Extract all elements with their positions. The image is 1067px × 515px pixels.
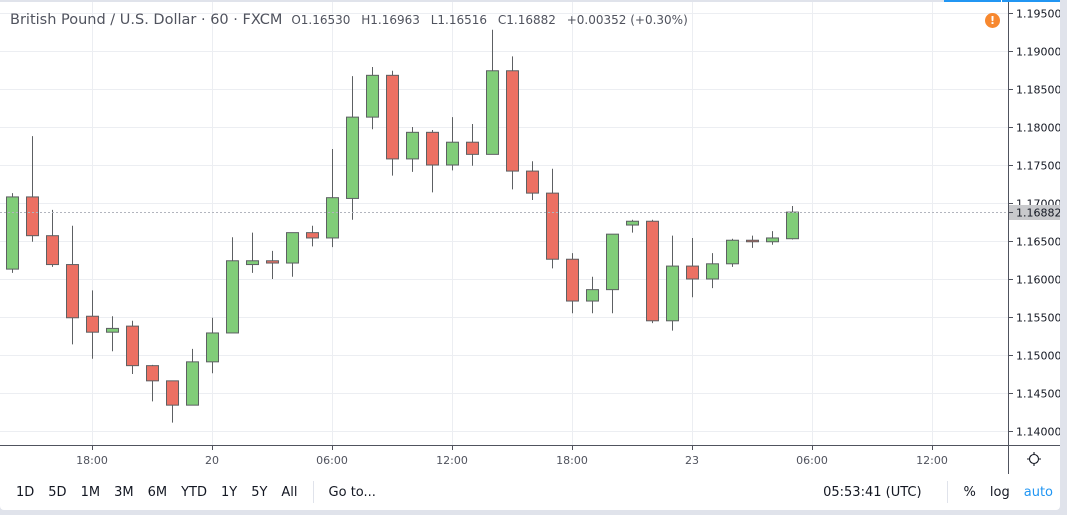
range-5y-button[interactable]: 5Y: [251, 484, 268, 500]
log-scale-toggle[interactable]: log: [989, 484, 1010, 500]
change-value: +0.00352 (+0.30%): [566, 13, 688, 27]
candle[interactable]: [666, 235, 679, 331]
range-all-button[interactable]: All: [281, 484, 298, 500]
candle[interactable]: [446, 117, 459, 171]
toolbar-divider: [312, 481, 314, 503]
open-value: O1.16530: [291, 13, 351, 27]
symbol-title[interactable]: British Pound / U.S. Dollar · 60 · FXCM: [10, 12, 283, 28]
candle[interactable]: [626, 219, 639, 233]
price-tick-label: 1.19000: [1016, 46, 1060, 59]
top-border: [0, 0, 1060, 2]
bottom-toolbar: 1D 5D 1M 3M 6M YTD 1Y 5Y All Go to... 05…: [0, 474, 1060, 510]
candle[interactable]: [226, 237, 239, 334]
price-tick-label: 1.19500: [1016, 8, 1060, 21]
time-axis[interactable]: 18:00 20 06:00 12:00 18:00 23 06:00 12:00: [76, 445, 948, 467]
range-1m-button[interactable]: 1M: [80, 484, 101, 500]
warning-icon[interactable]: !: [985, 13, 1000, 28]
price-tick-label: 1.16000: [1016, 274, 1060, 287]
toolbar-divider-right: [946, 481, 948, 503]
time-tick-label: 06:00: [316, 454, 348, 467]
price-tick-label: 1.14000: [1016, 426, 1060, 439]
settings-gear-icon[interactable]: [1026, 451, 1042, 467]
candle[interactable]: [46, 209, 59, 267]
candle[interactable]: [646, 219, 659, 324]
candle[interactable]: [286, 232, 299, 277]
candles: [6, 29, 799, 423]
candle[interactable]: [346, 76, 359, 220]
range-1d-button[interactable]: 1D: [16, 484, 35, 500]
current-price-badge: 1.16882: [1008, 205, 1060, 220]
candle[interactable]: [466, 123, 479, 166]
ohlc-values: O1.16530 H1.16963 L1.16516 C1.16882 +0.0…: [291, 13, 694, 27]
high-value: H1.16963: [361, 13, 420, 27]
candle[interactable]: [266, 250, 279, 279]
candle[interactable]: [686, 237, 699, 298]
price-axis[interactable]: 1.195001.190001.185001.180001.175001.170…: [1008, 8, 1060, 439]
candle[interactable]: [106, 316, 119, 352]
time-tick-label: 18:00: [76, 454, 108, 467]
candle[interactable]: [766, 231, 779, 245]
percent-scale-toggle[interactable]: %: [963, 484, 976, 500]
candle[interactable]: [606, 233, 619, 314]
candle[interactable]: [746, 235, 759, 248]
candle[interactable]: [26, 136, 39, 242]
candle[interactable]: [426, 130, 439, 193]
range-ytd-button[interactable]: YTD: [181, 484, 207, 500]
candle[interactable]: [366, 66, 379, 130]
auto-scale-toggle[interactable]: auto: [1023, 484, 1053, 500]
chart-legend: British Pound / U.S. Dollar · 60 · FXCM …: [10, 10, 695, 30]
candle[interactable]: [126, 320, 139, 374]
price-tick-label: 1.18000: [1016, 122, 1060, 135]
candle[interactable]: [786, 206, 799, 240]
candle[interactable]: [246, 232, 259, 273]
candle[interactable]: [326, 149, 339, 248]
utc-clock[interactable]: 05:53:41 (UTC): [823, 484, 922, 500]
candle[interactable]: [566, 253, 579, 314]
time-tick-label: 20: [205, 454, 219, 467]
close-value: C1.16882: [497, 13, 556, 27]
time-tick-label: 06:00: [796, 454, 828, 467]
price-tick-label: 1.18500: [1016, 84, 1060, 97]
time-tick-label: 18:00: [556, 454, 588, 467]
goto-date-button[interactable]: Go to...: [328, 484, 376, 500]
low-value: L1.16516: [430, 13, 488, 27]
candle[interactable]: [726, 238, 739, 267]
price-tick-label: 1.15000: [1016, 350, 1060, 363]
time-tick-label: 23: [685, 454, 699, 467]
candle[interactable]: [486, 29, 499, 155]
candle[interactable]: [66, 225, 79, 345]
range-1y-button[interactable]: 1Y: [220, 484, 238, 500]
candle[interactable]: [6, 193, 19, 273]
candle[interactable]: [386, 70, 399, 176]
price-tick-label: 1.14500: [1016, 388, 1060, 401]
candle[interactable]: [186, 348, 199, 406]
price-tick-label: 1.15500: [1016, 312, 1060, 325]
candle[interactable]: [706, 253, 719, 289]
range-6m-button[interactable]: 6M: [147, 484, 168, 500]
candle[interactable]: [506, 56, 519, 190]
candle[interactable]: [406, 127, 419, 172]
time-tick-label: 12:00: [436, 454, 468, 467]
candle[interactable]: [526, 161, 539, 200]
candle[interactable]: [306, 225, 319, 247]
range-5d-button[interactable]: 5D: [48, 484, 67, 500]
candle[interactable]: [146, 364, 159, 402]
candlestick-chart[interactable]: 1.195001.190001.185001.180001.175001.170…: [0, 0, 1060, 474]
price-tick-label: 1.17500: [1016, 160, 1060, 173]
time-tick-label: 12:00: [916, 454, 948, 467]
candle[interactable]: [546, 168, 559, 269]
active-indicator-strip: [944, 0, 1060, 2]
candle[interactable]: [86, 290, 99, 359]
current-price-label: 1.16882: [1016, 207, 1060, 220]
strip-separator: [1001, 0, 1002, 2]
candle[interactable]: [206, 317, 219, 374]
range-3m-button[interactable]: 3M: [114, 484, 134, 500]
candle[interactable]: [166, 380, 179, 423]
price-tick-label: 1.16500: [1016, 236, 1060, 249]
candle[interactable]: [586, 276, 599, 314]
